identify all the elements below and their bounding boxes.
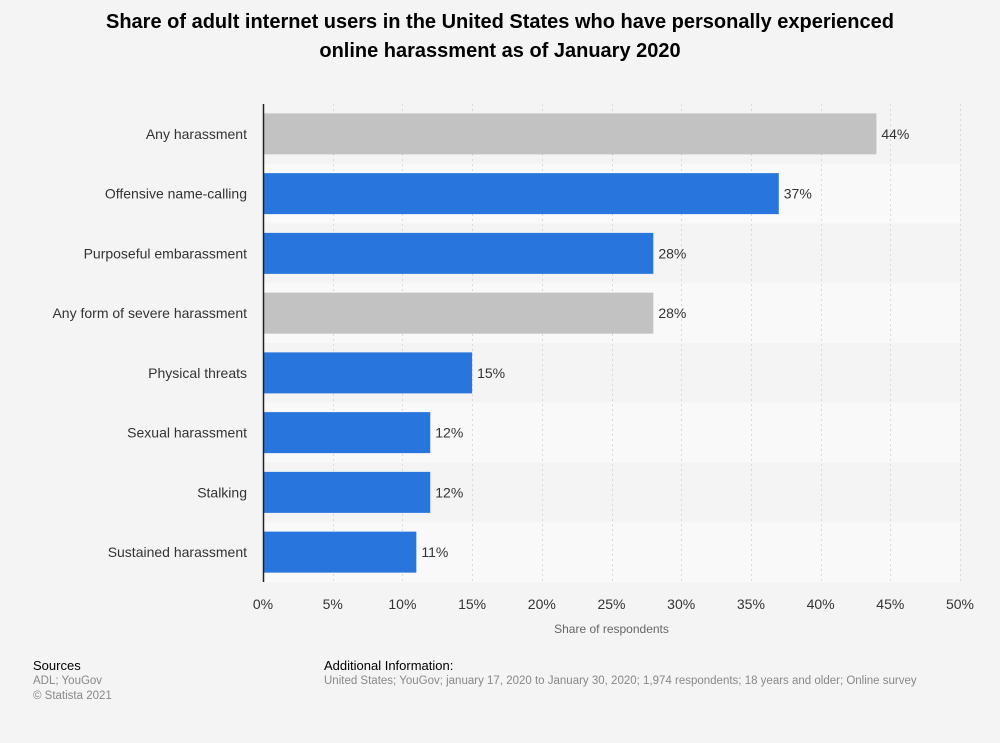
category-label: Offensive name-calling [105,186,247,202]
category-label: Stalking [197,484,247,500]
x-axis-ticks: 0% 5% 10% 15% 20% 25% 30% 35% 40% 45% 50% [253,596,974,612]
x-tick-label: 10% [388,596,416,612]
additional-info-block: Additional Information: United States; Y… [324,657,994,689]
x-tick-label: 40% [807,596,835,612]
bar-value-label: 44% [881,126,909,142]
x-tick-label: 5% [323,596,343,612]
bar-value-label: 12% [435,425,463,441]
bar [263,352,473,394]
category-label: Any form of severe harassment [52,305,247,321]
category-label: Any harassment [146,126,247,142]
bar [263,471,431,513]
x-axis-title: Share of respondents [554,622,669,636]
chart-title: Share of adult internet users in the Uni… [40,8,960,66]
category-labels: Any harassment Offensive name-calling Purp… [52,126,247,560]
additional-info-text: United States; YouGov; january 17, 2020 … [324,675,917,687]
bar [263,412,431,454]
x-tick-label: 0% [253,596,273,612]
value-labels: 44% 37% 28% 28% 15% 12% 12% 11% [421,126,909,560]
bar [263,232,654,274]
bar-chart: 44% 37% 28% 28% 15% 12% 12% 11% Any harassment O… [52,104,974,636]
bar [263,173,779,215]
x-tick-label: 30% [667,596,695,612]
x-tick-label: 15% [458,596,486,612]
bar [263,113,877,155]
bar-value-label: 37% [784,186,812,202]
x-tick-label: 20% [528,596,556,612]
sources-text: ADL; YouGov [33,675,103,687]
chart-title-line-1: Share of adult internet users in the Uni… [106,11,894,33]
bar-value-label: 28% [658,245,686,261]
x-tick-label: 35% [737,596,765,612]
bar-value-label: 15% [477,365,505,381]
category-label: Purposeful embarassment [84,245,248,261]
category-label: Physical threats [148,365,247,381]
additional-info-header: Additional Information: [324,658,454,673]
category-label: Sustained harassment [108,544,247,560]
bars [263,113,877,573]
copyright-text: © Statista 2021 [33,690,112,702]
x-tick-label: 25% [597,596,625,612]
x-tick-label: 45% [876,596,904,612]
bar-value-label: 12% [435,484,463,500]
sources-block: Sources ADL; YouGov © Statista 2021 [33,657,112,704]
bar-value-label: 11% [421,544,448,560]
sources-header: Sources [33,658,81,673]
bar [263,292,654,334]
chart-title-line-2: online harassment as of January 2020 [319,40,681,62]
bar-value-label: 28% [658,305,686,321]
category-label: Sexual harassment [127,425,247,441]
bar [263,531,417,573]
x-tick-label: 50% [946,596,974,612]
